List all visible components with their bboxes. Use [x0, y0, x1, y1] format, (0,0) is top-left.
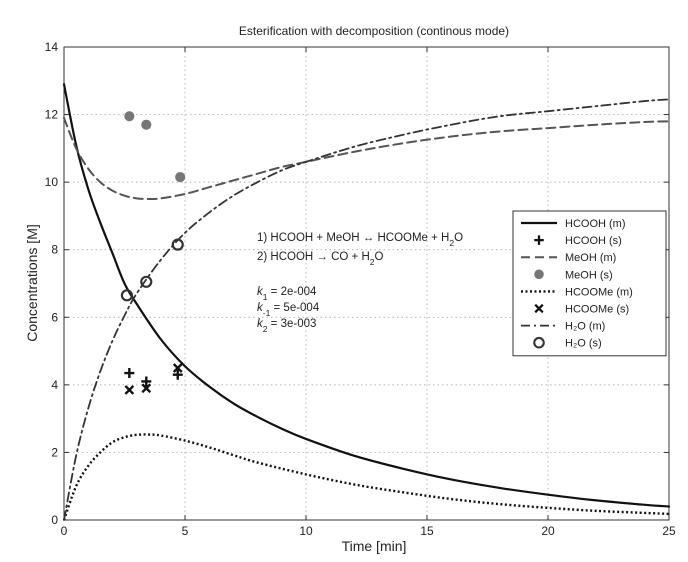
- series-3-point: [141, 119, 152, 130]
- y-tick-label: 4: [51, 378, 58, 392]
- y-tick-label: 14: [45, 40, 59, 54]
- y-tick-label: 8: [51, 243, 58, 257]
- series-0-line: [62, 83, 671, 508]
- series-5-point: [172, 363, 183, 373]
- equation-part: HCOOMe + H: [374, 232, 449, 244]
- series-1-point: [124, 368, 135, 379]
- series-2-line: [63, 116, 670, 201]
- legend-label: H₂O (m): [565, 321, 605, 333]
- star-core: [143, 121, 150, 128]
- circle-mark: [533, 336, 545, 349]
- legend: HCOOH (m) HCOOH (s) MeOH (m) MeOH (s) HCOOMe…: [512, 210, 667, 357]
- series-7-point: [120, 289, 134, 302]
- circle-mark: [120, 289, 134, 302]
- star-core: [126, 113, 133, 120]
- legend-swatch-marker: [533, 336, 545, 349]
- series-6-line: [63, 98, 670, 521]
- series-1-point: [141, 376, 152, 387]
- legend-label: HCOOH (s): [565, 235, 622, 247]
- equation-part: 1) HCOOH + MeOH: [257, 232, 363, 244]
- subscript: -1: [263, 308, 271, 318]
- x-mark: [172, 363, 183, 373]
- series-3-point: [175, 172, 186, 183]
- plus-mark: [124, 368, 135, 379]
- subscript: 2: [449, 238, 454, 248]
- rate-symbol: k: [257, 286, 264, 298]
- legend-label: H₂O (s): [565, 338, 602, 350]
- series-5-point: [141, 383, 152, 394]
- rate-constant: k1 = 2e-004: [257, 286, 317, 302]
- star-core: [536, 271, 542, 278]
- reaction-equation: 1) HCOOH + MeOH ↔ HCOOMe + H2O: [257, 232, 463, 248]
- equation-part: CO + H: [328, 251, 370, 263]
- x-tick-label: 25: [662, 524, 676, 538]
- legend-label: HCOOMe (m): [565, 286, 633, 298]
- x-tick-label: 20: [541, 524, 555, 538]
- subscript: 1: [263, 292, 268, 302]
- star-core: [177, 174, 184, 181]
- plus-mark: [534, 235, 544, 245]
- series-4-line: [62, 433, 670, 521]
- equation-part: ↔: [363, 232, 375, 244]
- y-tick-label: 6: [51, 310, 58, 324]
- subscript: 2: [263, 324, 268, 334]
- x-axis-title: Time [min]: [342, 538, 407, 554]
- rate-value: = 2e-004: [267, 286, 317, 298]
- legend-label: MeOH (s): [565, 269, 613, 281]
- y-tick-label: 2: [51, 445, 58, 459]
- rate-value: = 3e-003: [267, 318, 316, 330]
- series-7-point: [171, 238, 184, 251]
- series-5-point: [124, 385, 135, 395]
- series-3-point: [124, 111, 135, 122]
- rate-symbol: k: [257, 318, 264, 330]
- legend-label: HCOOH (m): [565, 218, 626, 230]
- x-mark: [124, 385, 135, 395]
- rate-symbol: k: [257, 302, 264, 314]
- legend-label: MeOH (m): [565, 252, 616, 264]
- equation-part: O: [454, 232, 463, 244]
- plot-area: [63, 46, 670, 521]
- y-tick-label: 12: [45, 108, 59, 122]
- series-layer: [62, 83, 671, 521]
- subscript: 2: [370, 257, 375, 267]
- y-tick-label: 0: [51, 513, 58, 527]
- rate-constant: k-1 = 5e-004: [257, 302, 320, 318]
- legend-swatch-marker: [534, 235, 544, 245]
- legend-box: [512, 210, 667, 357]
- circle-mark: [171, 238, 184, 251]
- series-1-point: [172, 369, 183, 380]
- x-mark: [141, 383, 152, 394]
- rate-value: = 5e-004: [270, 302, 320, 314]
- legend-swatch-marker: [534, 269, 544, 280]
- reaction-equation: 2) HCOOH → CO + H2O: [257, 251, 384, 267]
- x-tick-label: 5: [182, 524, 189, 538]
- series-7-point: [140, 275, 153, 288]
- x-mark: [534, 303, 544, 314]
- legend-label: HCOOMe (s): [565, 304, 629, 316]
- rate-constant: k2 = 3e-003: [257, 318, 316, 334]
- plus-mark: [172, 369, 183, 380]
- y-axis-title: Concentrations [M]: [24, 224, 40, 342]
- x-tick-label: 10: [299, 524, 313, 538]
- equation-part: 2) HCOOH: [257, 251, 316, 263]
- legend-swatch-marker: [534, 303, 544, 314]
- x-tick-label: 0: [61, 524, 68, 538]
- chart-title: Esterification with decomposition (conti…: [239, 24, 509, 38]
- circle-mark: [140, 275, 153, 288]
- equation-part: →: [316, 251, 328, 263]
- x-tick-label: 15: [420, 524, 434, 538]
- y-tick-label: 10: [45, 175, 59, 189]
- equation-part: O: [375, 251, 384, 263]
- plus-mark: [141, 376, 152, 387]
